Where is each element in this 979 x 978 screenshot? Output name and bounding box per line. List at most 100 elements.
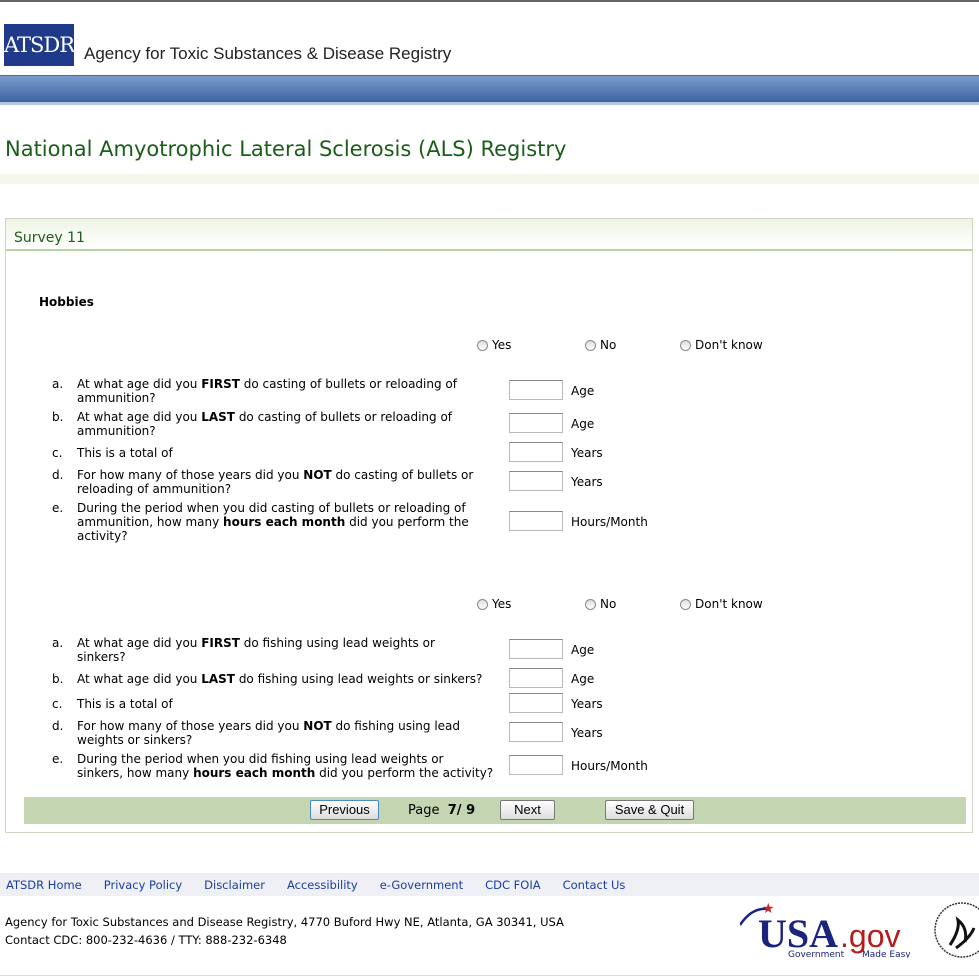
sub-letter: b. — [52, 672, 64, 686]
answer-input[interactable] — [509, 380, 563, 400]
footer-link-foia[interactable]: CDC FOIA — [485, 877, 541, 892]
radio-button[interactable] — [477, 339, 488, 351]
footer-link-contact[interactable]: Contact Us — [562, 877, 626, 892]
footer-link-disclaimer[interactable]: Disclaimer — [204, 877, 265, 892]
footer-link-accessibility[interactable]: Accessibility — [286, 877, 358, 892]
radio-button[interactable] — [680, 598, 691, 610]
sub-text-emphasis: LAST — [201, 410, 235, 424]
footer-links: ATSDR Home Privacy Policy Disclaimer Acc… — [0, 873, 979, 896]
sub-letter: a. — [52, 636, 64, 650]
unit-label: Years — [571, 446, 603, 460]
answer-input[interactable] — [509, 722, 563, 742]
radio-label: Don't know — [695, 597, 763, 611]
sub-text: At what age did you — [77, 377, 202, 391]
sub-question: For how many of those years did you NOT … — [77, 468, 473, 496]
answer-input[interactable] — [509, 511, 563, 531]
radio-option-no[interactable]: No — [585, 597, 616, 611]
sub-text: do casting of bullets or — [331, 468, 474, 482]
answer-input[interactable] — [509, 471, 563, 491]
footer-address: Agency for Toxic Substances and Disease … — [5, 913, 564, 949]
radio-option-yes[interactable]: Yes — [477, 597, 511, 611]
page-number: 7/ 9 — [447, 803, 476, 818]
sub-text-emphasis: NOT — [303, 719, 332, 733]
sub-letter: e. — [52, 752, 64, 766]
sub-text: do fishing using lead — [331, 719, 461, 733]
sub-text-line2: sinkers? — [77, 650, 126, 664]
sub-text-emphasis: NOT — [303, 468, 332, 482]
sub-letter: b. — [52, 410, 64, 424]
radio-label: Don't know — [695, 338, 763, 352]
sub-text-emphasis: FIRST — [201, 377, 240, 391]
radio-option-dont-know[interactable]: Don't know — [680, 338, 763, 352]
sub-text-emphasis: hours each month — [223, 515, 346, 529]
previous-button[interactable]: Previous — [310, 800, 379, 820]
survey-panel-header — [6, 219, 972, 251]
save-quit-button[interactable]: Save & Quit — [605, 800, 694, 820]
page-indicator: Page 7/ 9 — [408, 803, 475, 818]
svg-text:★: ★ — [762, 903, 775, 917]
footer-link-egov[interactable]: e-Government — [379, 877, 464, 892]
sub-question: At what age did you LAST do fishing usin… — [77, 672, 482, 686]
sub-text-emphasis: LAST — [201, 672, 235, 686]
radio-option-no[interactable]: No — [585, 338, 616, 352]
usagov-usa-text: USA — [758, 911, 838, 956]
usagov-logo[interactable]: ★ USA .gov Government Made Easy — [738, 901, 920, 960]
sub-question: At what age did you FIRST do fishing usi… — [77, 636, 435, 664]
radio-button[interactable] — [477, 598, 488, 610]
radio-label: No — [600, 597, 617, 611]
unit-label: Hours/Month — [571, 759, 648, 773]
answer-input[interactable] — [509, 413, 563, 433]
sub-text: For how many of those years did you — [77, 468, 304, 482]
sub-question: At what age did you LAST do casting of b… — [77, 410, 452, 438]
radio-label: Yes — [492, 597, 512, 611]
answer-input[interactable] — [509, 668, 563, 688]
page-title: National Amyotrophic Lateral Sclerosis (… — [5, 137, 567, 161]
survey-title: Survey 11 — [14, 230, 85, 246]
sub-text: do casting of bullets or reloading of — [239, 377, 457, 391]
footer-link-privacy[interactable]: Privacy Policy — [103, 877, 183, 892]
sub-text-line2: did you perform the activity? — [315, 766, 494, 780]
unit-label: Years — [571, 475, 603, 489]
sub-text-line2: ammunition? — [77, 424, 156, 438]
survey-panel — [5, 218, 973, 833]
sub-question: At what age did you FIRST do casting of … — [77, 377, 457, 405]
agency-name: Agency for Toxic Substances & Disease Re… — [84, 44, 452, 63]
sub-text: At what age did you — [77, 410, 202, 424]
unit-label: Age — [571, 384, 595, 398]
sub-text-line2: weights or sinkers? — [77, 733, 193, 747]
radio-button[interactable] — [585, 339, 596, 351]
answer-input[interactable] — [509, 442, 563, 462]
title-divider — [0, 174, 979, 184]
footer-link-atsdr-home[interactable]: ATSDR Home — [6, 877, 82, 892]
answer-input[interactable] — [509, 639, 563, 659]
radio-button[interactable] — [680, 339, 691, 351]
answer-input[interactable] — [509, 755, 563, 775]
next-button[interactable]: Next — [500, 800, 555, 820]
unit-label: Hours/Month — [571, 515, 648, 529]
unit-label: Age — [571, 643, 595, 657]
sub-text-emphasis: FIRST — [201, 636, 240, 650]
sub-question: This is a total of — [77, 697, 173, 711]
unit-label: Age — [571, 672, 595, 686]
page-label: Page — [408, 803, 440, 818]
sub-text-line2: ammunition? — [77, 391, 156, 405]
usagov-gov-text: .gov — [840, 918, 900, 954]
hhs-seal-icon — [930, 900, 979, 960]
usagov-tag2: Made Easy — [862, 950, 911, 958]
sub-text-line2: ammunition, how many — [77, 515, 224, 529]
unit-label: Age — [571, 417, 595, 431]
bottom-border — [0, 975, 979, 976]
sub-text-line2: did you perform the — [345, 515, 469, 529]
sub-text-line2: sinkers, how many — [77, 766, 194, 780]
pagination-bar — [24, 797, 966, 824]
radio-option-yes[interactable]: Yes — [477, 338, 511, 352]
sub-text: This is a total of — [77, 697, 173, 711]
radio-button[interactable] — [585, 598, 596, 610]
answer-input[interactable] — [509, 693, 563, 713]
radio-option-dont-know[interactable]: Don't know — [680, 597, 763, 611]
atsdr-logo[interactable]: ATSDR — [4, 24, 75, 66]
sub-text-line3: activity? — [77, 529, 128, 543]
sub-text: do casting of bullets or reloading of — [235, 410, 453, 424]
contact-line: Contact CDC: 800-232-4636 / TTY: 888-232… — [5, 933, 287, 947]
radio-label: No — [600, 338, 617, 352]
